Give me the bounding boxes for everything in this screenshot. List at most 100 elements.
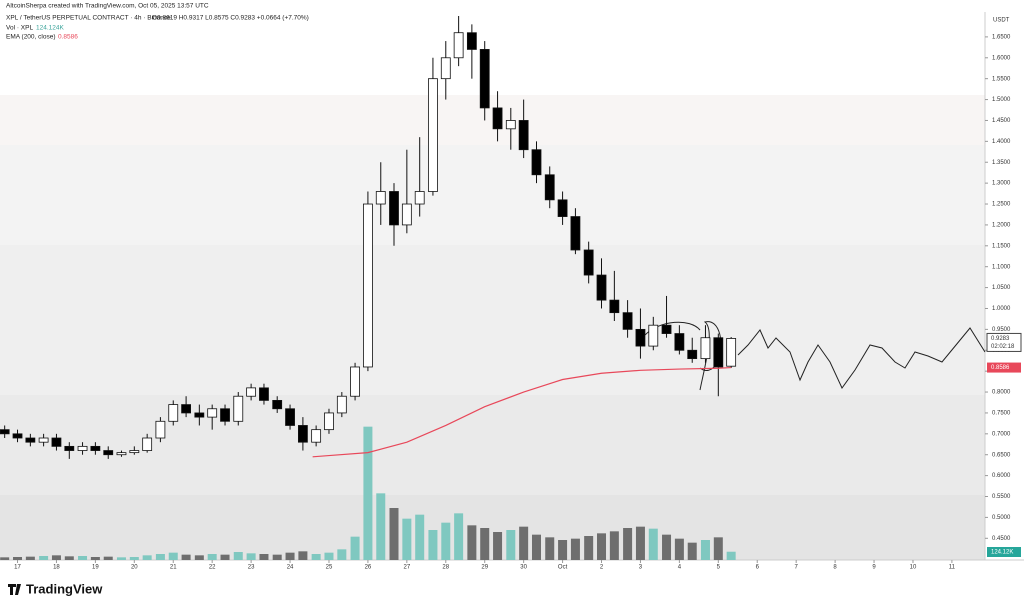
y-tick-label: 1.1500 [992, 243, 1011, 249]
x-tick-label: 4 [678, 565, 682, 571]
volume-bar [506, 530, 516, 560]
candle-body [713, 337, 724, 368]
vol-value: 124.124K [36, 25, 64, 32]
band [0, 145, 985, 245]
x-tick-label: 18 [53, 565, 60, 571]
volume-bar [337, 549, 347, 560]
volume-bar [220, 554, 230, 560]
volume-bar [635, 526, 645, 560]
candle-body [557, 199, 568, 217]
y-tick-label: 0.6500 [992, 452, 1011, 458]
x-tick-label: 5 [717, 565, 721, 571]
volume-bar [324, 552, 334, 560]
ema-value: 0.8586 [58, 34, 78, 41]
candle-body [194, 412, 205, 418]
candle-body [129, 450, 140, 454]
x-tick-label: 9 [872, 565, 876, 571]
candle-body [64, 445, 75, 451]
volume-bar [415, 514, 425, 560]
candle-body [635, 328, 646, 347]
candle-body [116, 452, 127, 456]
candle-body [492, 107, 503, 130]
candle-body [453, 32, 464, 59]
volume-bar [376, 493, 386, 560]
candle-body [583, 249, 594, 276]
ohlc: O0.8619 H0.9317 L0.8575 C0.9283 +0.0664 … [152, 15, 309, 22]
candle-body [350, 366, 360, 397]
candle-body [12, 433, 23, 439]
x-tick-label: 22 [209, 565, 216, 571]
volume-bar [129, 557, 139, 560]
volume-bar [155, 554, 165, 560]
volume-bar [25, 556, 35, 560]
credit: AltcoinSherpa created with TradingView.c… [6, 3, 209, 10]
volume-bar [13, 557, 23, 560]
y-tick-label: 1.0000 [992, 306, 1011, 312]
volume-bar [441, 522, 451, 560]
y-tick-label: 1.2000 [992, 222, 1011, 228]
vol-label: Vol · XPL [6, 25, 33, 32]
candle-body [181, 404, 191, 414]
x-tick-label: 8 [833, 565, 837, 571]
volume-bar [233, 552, 243, 560]
volume-bar [194, 555, 204, 560]
y-tick-label: 0.6000 [992, 473, 1011, 479]
x-tick-label: Oct [558, 565, 568, 571]
candle-body [414, 191, 425, 205]
candle-body [726, 338, 737, 367]
volume-bar [90, 557, 100, 560]
volume-bar [207, 554, 217, 560]
vol-tag [987, 547, 1021, 557]
candle-body [596, 274, 607, 301]
candle-body [700, 337, 711, 360]
volume-bar [570, 538, 580, 560]
x-tick-label: 21 [170, 565, 177, 571]
volume-bar [480, 528, 490, 560]
candle-body [103, 450, 114, 456]
band [0, 95, 985, 145]
volume-bar [51, 555, 61, 560]
candle-body [674, 333, 685, 351]
y-tick-label: 1.1000 [992, 264, 1011, 270]
x-tick-label: 17 [14, 565, 21, 571]
volume-bar [78, 556, 88, 560]
volume-bar [311, 554, 321, 560]
y-tick-label: 1.4500 [992, 118, 1011, 124]
volume-bar [181, 554, 191, 560]
candle-body [51, 437, 62, 447]
volume-bar [674, 538, 684, 560]
candle-body [401, 203, 412, 226]
candle-body [25, 437, 36, 443]
candle-body [297, 425, 308, 443]
x-tick-label: 30 [520, 565, 527, 571]
volume-bar [363, 426, 373, 560]
volume-bar [272, 554, 282, 560]
volume-bar [467, 525, 477, 560]
volume-bar [168, 552, 178, 560]
countdown: 02:02:18 [991, 344, 1015, 350]
candle-body [687, 349, 698, 360]
volume-bar [350, 536, 360, 560]
volume-bar [597, 533, 607, 560]
volume-bar [285, 552, 295, 560]
candle-body [77, 445, 88, 451]
volume-bar [623, 528, 633, 560]
candle-body [168, 404, 179, 422]
volume-bar [64, 556, 74, 560]
volume-bar [246, 553, 256, 560]
band [0, 395, 985, 495]
last-price: 0.9283 [991, 336, 1010, 342]
candle-body [90, 445, 101, 451]
volume-bar [116, 557, 126, 560]
x-tick-label: 3 [639, 565, 643, 571]
x-tick-label: 26 [365, 565, 372, 571]
candle-body [518, 120, 529, 151]
volume-bar [402, 518, 412, 560]
x-tick-label: 28 [442, 565, 449, 571]
volume-bar [428, 530, 438, 560]
volume-bar [454, 513, 464, 560]
brand: TradingView [26, 581, 103, 596]
candle-body [336, 395, 347, 414]
volume-bar [531, 534, 541, 560]
